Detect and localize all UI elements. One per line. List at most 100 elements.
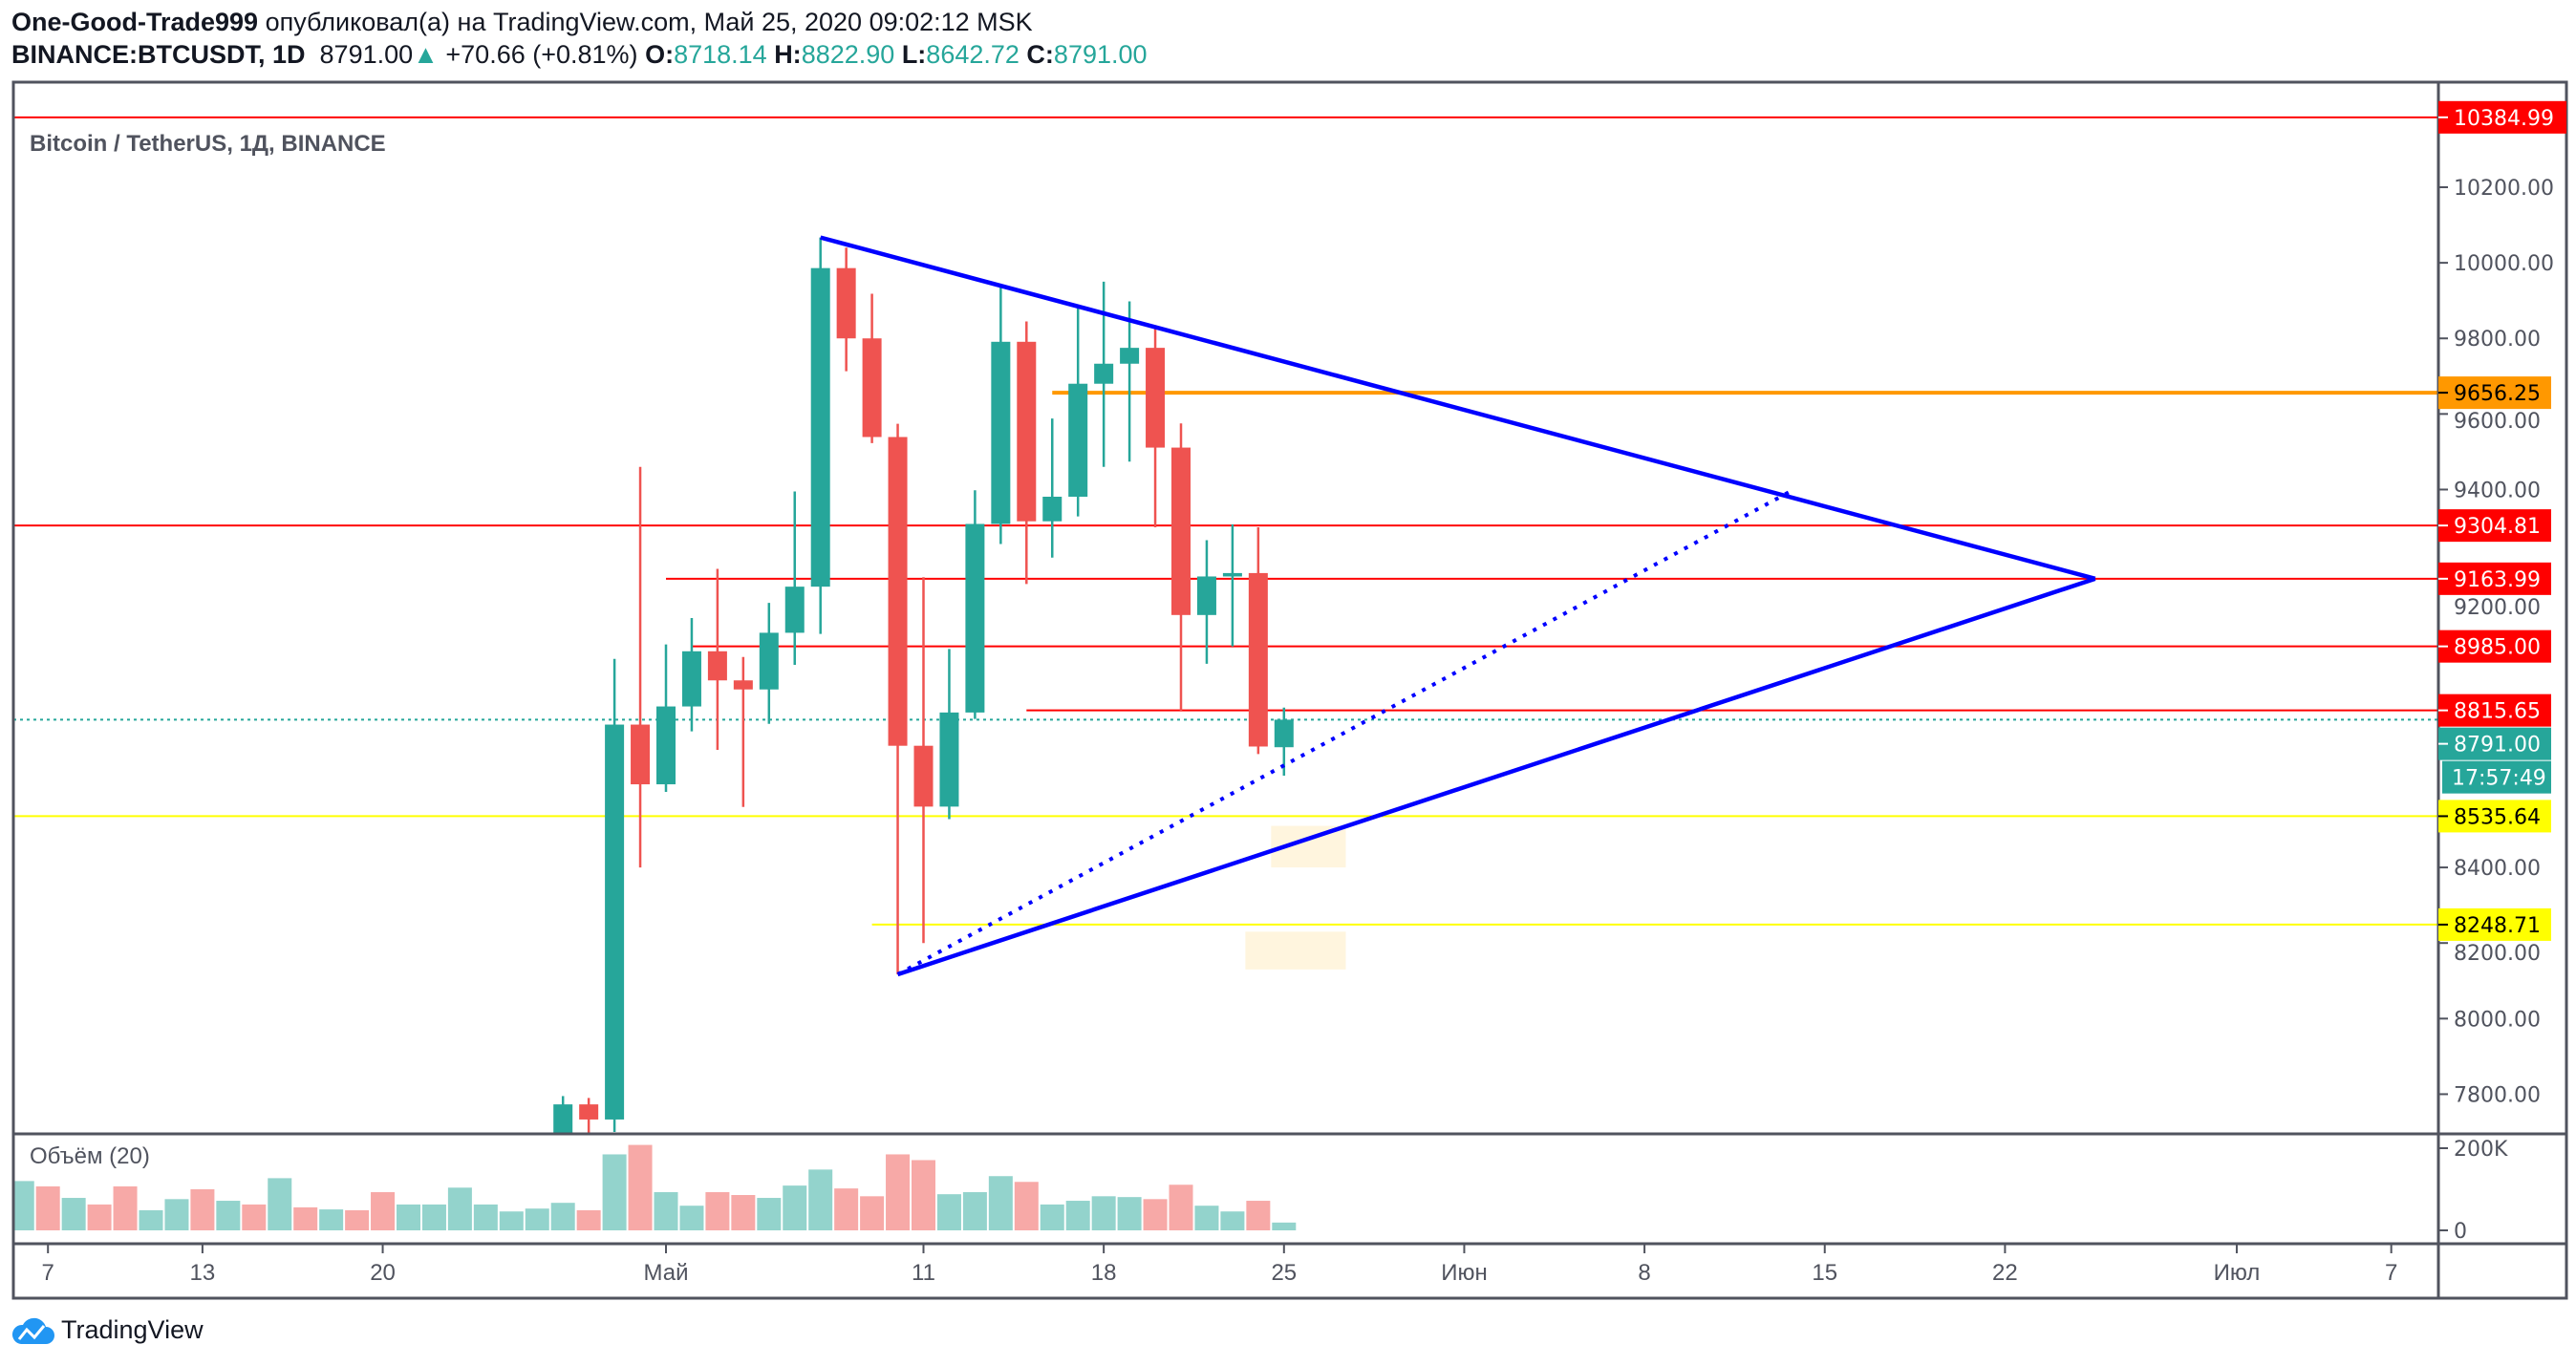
volume-bar — [525, 1208, 549, 1230]
time-tick-label: Май — [643, 1260, 688, 1286]
last-price-badge — [2438, 727, 2551, 760]
time-tick-label: 25 — [1271, 1260, 1297, 1286]
volume-bar — [1220, 1211, 1245, 1230]
time-tick-label: 15 — [1812, 1260, 1837, 1286]
close-value: 8791.00 — [1053, 40, 1148, 69]
tradingview-logo[interactable]: TradingView — [11, 1314, 204, 1345]
volume-bar — [550, 1203, 575, 1230]
level-price-badge — [2438, 509, 2551, 543]
candle-body — [1274, 719, 1294, 748]
last-price-badge-label: 8791.00 — [2454, 734, 2541, 758]
candle-body — [553, 1104, 573, 1134]
time-tick-label: 18 — [1091, 1260, 1117, 1286]
volume-bar — [1065, 1201, 1090, 1230]
low-label: L: — [901, 40, 927, 69]
dotted-support-trendline — [896, 487, 1795, 976]
candle-body — [1146, 348, 1166, 448]
volume-bar — [1117, 1197, 1142, 1230]
candle-body — [991, 341, 1011, 524]
tradingview-cloud-icon — [11, 1317, 55, 1344]
volume-bar — [473, 1204, 498, 1230]
candle-body — [1222, 572, 1242, 577]
price-tick-label: 8200.00 — [2454, 942, 2541, 966]
volume-bar — [268, 1178, 292, 1230]
triangle-upper-trendline — [820, 235, 2096, 582]
price-change: +70.66 (+0.81%) — [445, 40, 638, 69]
candle-body — [605, 724, 625, 1120]
time-tick-label: 7 — [42, 1260, 54, 1286]
high-value: 8822.90 — [801, 40, 895, 69]
price-tick-label: 9400.00 — [2454, 479, 2541, 502]
symbol-info: BINANCE:BTCUSDT, 1D 8791.00▲ +70.66 (+0.… — [11, 40, 1148, 70]
price-tick-label: 10200.00 — [2454, 177, 2554, 201]
candle-body — [1248, 572, 1268, 747]
candle-body — [888, 437, 908, 746]
level-price-badge — [2438, 376, 2551, 410]
logo-text: TradingView — [61, 1314, 204, 1344]
volume-bar — [13, 1181, 34, 1230]
candle-body — [965, 523, 985, 713]
time-tick-label: 13 — [190, 1260, 216, 1286]
volume-bar — [1169, 1185, 1193, 1230]
volume-bar — [705, 1192, 730, 1230]
pane-title: Bitcoin / TetherUS, 1Д, BINANCE — [30, 131, 386, 157]
volume-bar — [293, 1206, 318, 1230]
candle-body — [1017, 341, 1037, 522]
highlight-zone — [1245, 931, 1346, 970]
volume-bar — [371, 1192, 396, 1230]
level-price-badge — [2438, 907, 2551, 941]
level-price-badge — [2438, 694, 2551, 727]
candle-body — [707, 651, 727, 681]
candle-body — [784, 587, 805, 633]
low-value: 8642.72 — [926, 40, 1020, 69]
last-price: 8791.00 — [319, 40, 414, 69]
volume-bar — [190, 1189, 215, 1230]
candle-body — [1068, 383, 1088, 497]
publish-info: One-Good-Trade999 опубликовал(а) на Trad… — [11, 8, 1033, 37]
candle-body — [759, 632, 779, 690]
volume-bar — [783, 1185, 807, 1230]
volume-bar — [319, 1209, 344, 1230]
volume-bar — [1246, 1201, 1271, 1230]
countdown-timer-label: 17:57:49 — [2452, 767, 2546, 791]
volume-bar — [886, 1154, 911, 1230]
volume-bar — [628, 1144, 653, 1230]
high-label: H: — [774, 40, 802, 69]
symbol: BINANCE:BTCUSDT, 1D — [11, 40, 306, 69]
level-price-badge-label: 8815.65 — [2454, 700, 2541, 724]
level-price-badge — [2438, 800, 2551, 833]
level-price-badge-label: 8985.00 — [2454, 636, 2541, 660]
time-tick-label: Июн — [1441, 1260, 1488, 1286]
price-tick-label: 8000.00 — [2454, 1008, 2541, 1032]
candle-body — [1171, 447, 1191, 615]
level-price-badge-label: 8535.64 — [2454, 805, 2541, 829]
volume-bar — [1040, 1204, 1064, 1230]
candle-body — [631, 724, 651, 785]
volume-bar — [1143, 1199, 1168, 1230]
volume-bar — [962, 1192, 987, 1230]
candle-body — [810, 267, 830, 587]
candle-body — [939, 712, 959, 807]
time-tick-label: Июл — [2214, 1260, 2261, 1286]
price-tick-label: 8400.00 — [2454, 857, 2541, 881]
triangle-lower-trendline — [896, 576, 2096, 977]
volume-bar — [1194, 1206, 1219, 1230]
volume-bar — [912, 1160, 935, 1230]
volume-bar — [860, 1196, 885, 1230]
volume-bar — [731, 1195, 756, 1230]
volume-bar — [1014, 1182, 1039, 1230]
level-price-badge — [2438, 630, 2551, 663]
volume-bar — [164, 1199, 189, 1230]
candle-body — [1120, 348, 1140, 364]
volume-bar — [808, 1169, 833, 1230]
author-name[interactable]: One-Good-Trade999 — [11, 8, 259, 36]
volume-bar — [87, 1204, 112, 1230]
volume-bar — [113, 1185, 138, 1230]
level-price-badge-label: 9163.99 — [2454, 568, 2541, 592]
volume-bar — [447, 1187, 472, 1230]
volume-bar — [216, 1201, 241, 1230]
time-tick-label: 8 — [1638, 1260, 1650, 1286]
level-price-badge-label: 9656.25 — [2454, 382, 2541, 406]
volume-tick-label: 200K — [2454, 1138, 2508, 1162]
